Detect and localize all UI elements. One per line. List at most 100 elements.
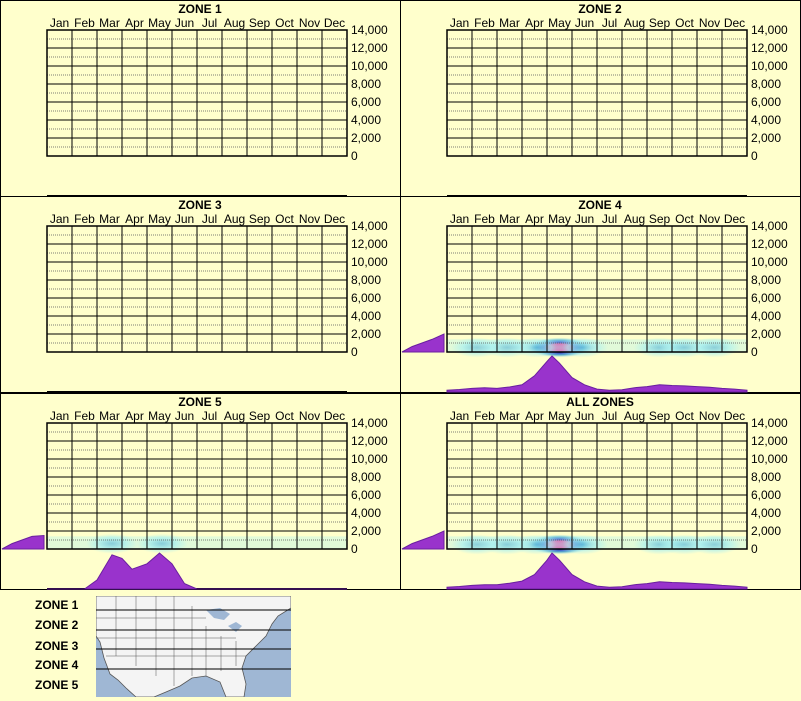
y-tick-label: 6,000 [351,291,381,305]
month-label: Feb [474,16,495,30]
chart-title: ZONE 3 [178,198,222,212]
month-label: May [548,409,571,423]
month-label: Jul [602,409,617,423]
legend-zone-5-label: ZONE 5 [35,678,79,692]
y-tick-label: 0 [351,345,358,359]
chart-title: ALL ZONES [566,395,634,409]
y-tick-label: 10,000 [751,452,788,466]
chart-title: ZONE 5 [178,395,222,409]
y-tick-label: 14,000 [351,219,388,233]
month-label: May [548,16,571,30]
month-label: Dec [324,16,345,30]
month-label: May [148,409,171,423]
y-tick-label: 12,000 [751,434,788,448]
y-tick-label: 8,000 [351,470,381,484]
month-label: Jun [575,212,594,226]
plot-frame [46,29,348,157]
y-tick-label: 2,000 [751,524,781,538]
month-label: Jun [175,409,194,423]
month-label: Jan [50,16,69,30]
legend-zone-1-label: ZONE 1 [35,598,79,612]
month-label: Nov [299,212,320,226]
month-label: Aug [624,409,645,423]
y-tick-label: 4,000 [351,506,381,520]
y-tick-label: 4,000 [751,113,781,127]
month-label: Dec [324,409,345,423]
month-label: Jun [575,16,594,30]
month-label: Dec [724,16,745,30]
month-label: Nov [299,16,320,30]
chart-title: ZONE 2 [578,2,622,16]
month-label: Dec [724,212,745,226]
month-label: Sep [249,212,271,226]
plot-frame [46,422,348,550]
y-tick-label: 14,000 [351,416,388,430]
month-label: Apr [125,212,144,226]
panel-zone-1: ZONE 1 Jan Feb Mar Apr May Jun Jul Aug Sep Oct Nov D… [0,0,401,197]
month-label: Oct [675,16,694,30]
y-tick-label: 14,000 [351,23,388,37]
y-tick-label: 2,000 [351,131,381,145]
month-label: Apr [125,16,144,30]
y-tick-label: 10,000 [351,59,388,73]
panel-zone-2: ZONE 2 Jan Feb Mar Apr May Jun Jul Aug Sep Oct Nov D… [400,0,801,197]
month-label: Oct [675,409,694,423]
month-label: May [148,16,171,30]
y-tick-label: 4,000 [351,309,381,323]
y-tick-label: 0 [751,542,758,556]
y-tick-label: 4,000 [351,113,381,127]
map-land [96,596,291,697]
y-tick-label: 14,000 [751,416,788,430]
month-label: Feb [474,409,495,423]
legend-zone-4-label: ZONE 4 [35,658,79,672]
month-label: Sep [249,409,271,423]
y-tick-label: 6,000 [751,291,781,305]
month-label: Jul [202,16,217,30]
month-label: Dec [324,212,345,226]
chart-title: ZONE 1 [178,2,222,16]
plot-frame [446,422,748,550]
y-tick-label: 12,000 [751,237,788,251]
month-label: Nov [299,409,320,423]
month-label: Oct [675,212,694,226]
month-label: Jun [175,16,194,30]
y-tick-label: 8,000 [351,273,381,287]
y-tick-label: 10,000 [351,452,388,466]
plot-frame [446,225,748,353]
y-tick-label: 8,000 [751,273,781,287]
month-label: Mar [499,16,520,30]
month-label: Jan [50,409,69,423]
month-label: Mar [499,409,520,423]
month-label: Sep [649,409,671,423]
y-tick-label: 4,000 [751,506,781,520]
y-tick-label: 10,000 [751,255,788,269]
y-tick-label: 2,000 [751,327,781,341]
y-tick-label: 8,000 [351,77,381,91]
y-tick-label: 0 [751,149,758,163]
zone-legend: ZONE 1 ZONE 2 ZONE 3 ZONE 4 ZONE 5 [0,592,801,701]
map-zone-lines [96,609,291,670]
y-tick-label: 12,000 [351,237,388,251]
elevation-profile [401,333,445,353]
month-label: Nov [699,409,720,423]
month-label: Apr [525,212,544,226]
chart-title: ZONE 4 [578,198,622,212]
month-label: Aug [624,16,645,30]
panel-zone-4: ZONE 4 Jan Feb Mar Apr May Jun Jul Aug Sep Oct Nov D… [400,196,801,393]
legend-zone-3-label: ZONE 3 [35,639,79,653]
y-tick-label: 6,000 [351,488,381,502]
month-label: Feb [74,409,95,423]
elevation-profile [1,534,45,550]
legend-zone-2-label: ZONE 2 [35,618,79,632]
month-label: Feb [74,212,95,226]
month-label: Jun [575,409,594,423]
panel-zone-3: ZONE 3 Jan Feb Mar Apr May Jun Jul Aug Sep Oct Nov D… [0,196,401,393]
monthly-profile [47,552,347,590]
plot-frame [446,29,748,157]
map-state-borders [96,596,246,686]
month-label: Mar [499,212,520,226]
y-tick-label: 10,000 [751,59,788,73]
y-tick-label: 8,000 [751,470,781,484]
month-label: Jul [602,212,617,226]
